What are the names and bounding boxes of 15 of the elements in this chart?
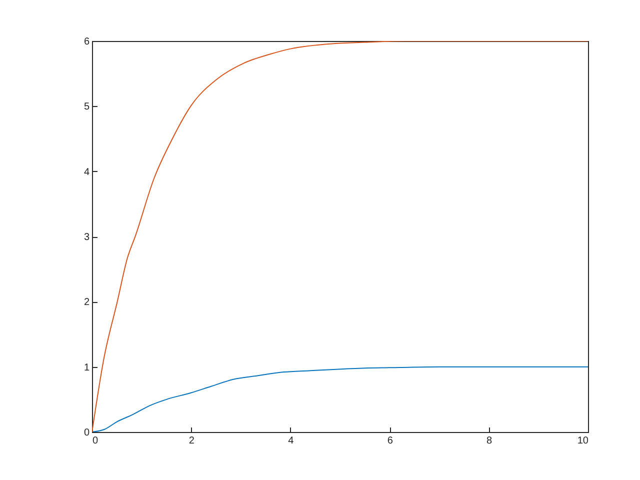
y-tick-label: 4 bbox=[84, 166, 90, 178]
x-tick-label: 4 bbox=[288, 436, 294, 446]
y-tick-label: 0 bbox=[84, 428, 90, 438]
x-tick-label: 0 bbox=[92, 436, 98, 446]
x-tick-label: 10 bbox=[577, 436, 589, 446]
y-tick-label: 3 bbox=[84, 232, 90, 243]
x-tick-label: 6 bbox=[387, 436, 394, 446]
line-series bbox=[92, 41, 588, 432]
x-tick-label: 2 bbox=[188, 436, 195, 446]
y-tick-label: 6 bbox=[84, 36, 90, 48]
x-tick-label: 8 bbox=[486, 436, 493, 446]
y-tick-label: 1 bbox=[84, 362, 90, 374]
y-tick-label: 5 bbox=[84, 102, 90, 113]
y-tick-label: 2 bbox=[84, 297, 90, 308]
line-series bbox=[92, 366, 588, 432]
